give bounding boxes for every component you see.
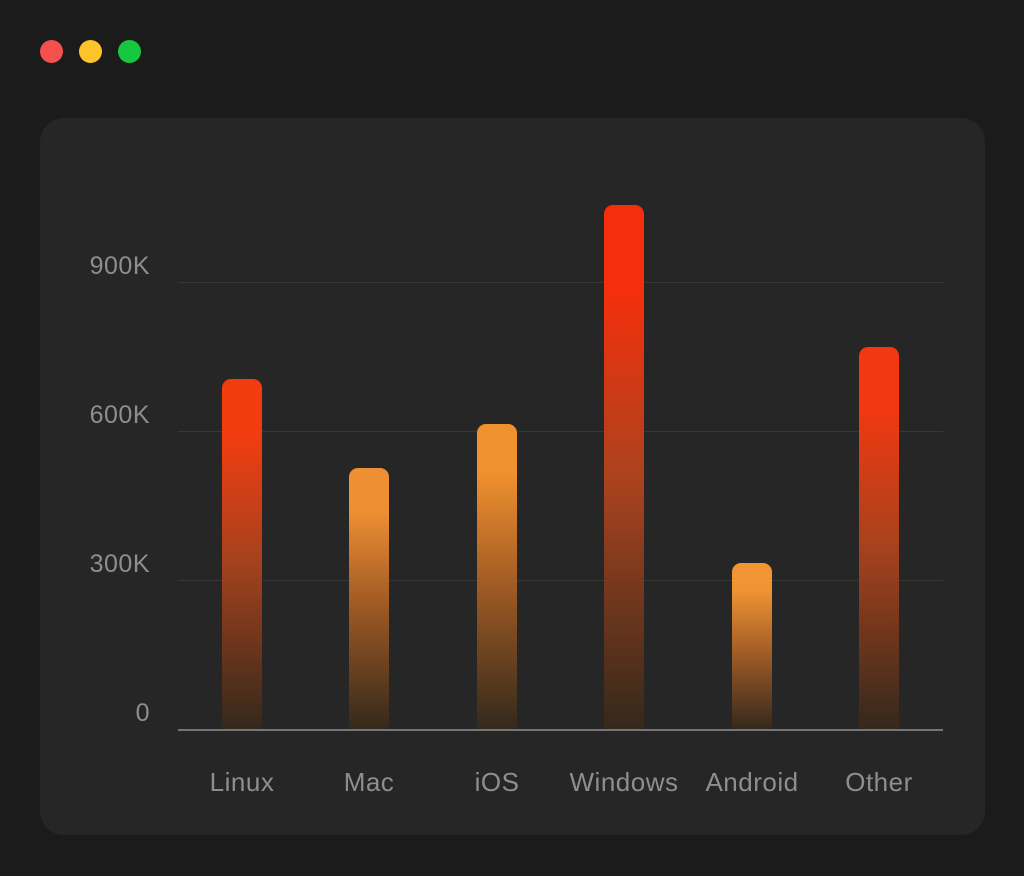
gridline-300k — [178, 580, 943, 581]
chart-card: 900K 600K 300K 0 Linux Mac iOS Windows Android Ot… — [40, 118, 985, 835]
y-tick-label-600k: 600K — [89, 401, 150, 429]
bar-other — [859, 347, 899, 729]
window-minimize-button[interactable] — [79, 40, 102, 63]
gridline-600k — [178, 431, 943, 432]
x-label-ios: iOS — [474, 767, 520, 797]
window-zoom-button[interactable] — [118, 40, 141, 63]
x-label-windows: Windows — [569, 767, 679, 797]
y-tick-label-900k: 900K — [89, 252, 150, 280]
x-label-mac: Mac — [343, 767, 395, 797]
bar-ios — [477, 424, 517, 729]
y-tick-label-300k: 300K — [89, 550, 150, 578]
window-close-button[interactable] — [40, 40, 63, 63]
x-label-linux: Linux — [209, 767, 275, 797]
bar-windows — [604, 205, 644, 729]
window-titlebar — [40, 40, 141, 63]
x-axis-line — [178, 729, 943, 731]
bar-mac — [349, 468, 389, 729]
y-tick-label-0: 0 — [135, 699, 150, 727]
x-label-other: Other — [845, 767, 913, 797]
x-label-android: Android — [705, 767, 799, 797]
gridline-900k — [178, 282, 943, 283]
bar-linux — [222, 379, 262, 729]
bar-android — [732, 563, 772, 729]
